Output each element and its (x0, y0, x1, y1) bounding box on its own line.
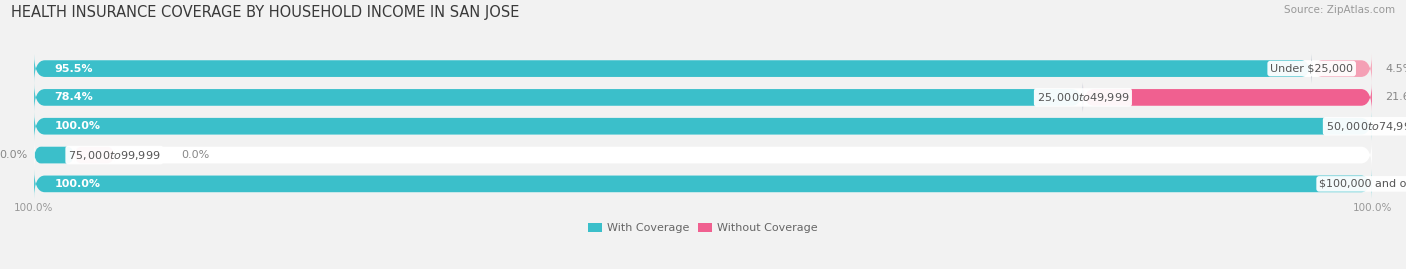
Text: $75,000 to $99,999: $75,000 to $99,999 (67, 148, 160, 162)
Text: 21.6%: 21.6% (1385, 93, 1406, 102)
FancyBboxPatch shape (34, 54, 1372, 83)
Text: 0.0%: 0.0% (181, 150, 209, 160)
Text: Source: ZipAtlas.com: Source: ZipAtlas.com (1284, 5, 1395, 15)
Text: $100,000 and over: $100,000 and over (1319, 179, 1406, 189)
Text: Under $25,000: Under $25,000 (1270, 63, 1353, 74)
FancyBboxPatch shape (34, 169, 1372, 199)
FancyBboxPatch shape (1083, 83, 1372, 112)
Text: 4.5%: 4.5% (1385, 63, 1406, 74)
Text: 100.0%: 100.0% (14, 203, 53, 213)
FancyBboxPatch shape (34, 83, 1083, 112)
FancyBboxPatch shape (1312, 54, 1372, 83)
Text: $50,000 to $74,999: $50,000 to $74,999 (1326, 120, 1406, 133)
FancyBboxPatch shape (34, 54, 1312, 83)
FancyBboxPatch shape (34, 112, 1372, 141)
Text: 100.0%: 100.0% (55, 121, 100, 131)
Text: 100.0%: 100.0% (55, 179, 100, 189)
Text: 100.0%: 100.0% (1353, 203, 1392, 213)
FancyBboxPatch shape (34, 140, 1372, 170)
FancyBboxPatch shape (34, 112, 1372, 141)
FancyBboxPatch shape (75, 147, 114, 164)
Text: 78.4%: 78.4% (55, 93, 93, 102)
FancyBboxPatch shape (34, 169, 1372, 199)
FancyBboxPatch shape (34, 147, 75, 164)
FancyBboxPatch shape (34, 83, 1372, 112)
Legend: With Coverage, Without Coverage: With Coverage, Without Coverage (588, 223, 818, 233)
Text: $25,000 to $49,999: $25,000 to $49,999 (1036, 91, 1129, 104)
Text: 95.5%: 95.5% (55, 63, 93, 74)
Text: 0.0%: 0.0% (0, 150, 28, 160)
Text: HEALTH INSURANCE COVERAGE BY HOUSEHOLD INCOME IN SAN JOSE: HEALTH INSURANCE COVERAGE BY HOUSEHOLD I… (11, 5, 520, 20)
